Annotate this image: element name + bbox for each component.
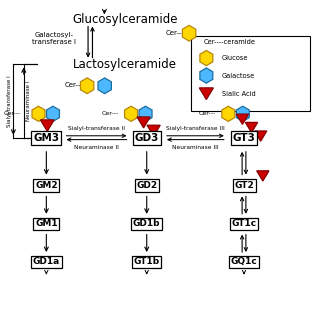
Text: Sialic Acid: Sialic Acid bbox=[222, 91, 256, 97]
Polygon shape bbox=[98, 78, 111, 94]
Text: GD1b: GD1b bbox=[133, 219, 161, 228]
Text: Galactose: Galactose bbox=[222, 73, 255, 79]
Text: GM3: GM3 bbox=[33, 133, 60, 143]
Text: Sialyl-transferase II: Sialyl-transferase II bbox=[68, 126, 125, 131]
Polygon shape bbox=[40, 120, 54, 131]
Polygon shape bbox=[236, 114, 249, 124]
Text: Cer----ceramide: Cer----ceramide bbox=[203, 39, 255, 45]
Text: Cer---: Cer--- bbox=[65, 82, 84, 88]
Text: Neuraminase II: Neuraminase II bbox=[74, 145, 119, 150]
Text: GT1c: GT1c bbox=[231, 219, 257, 228]
Polygon shape bbox=[46, 106, 60, 121]
Text: GT2: GT2 bbox=[234, 181, 254, 190]
Polygon shape bbox=[257, 171, 269, 181]
Text: Glucosylceramide: Glucosylceramide bbox=[72, 13, 178, 26]
Text: Sialyl-transferase III: Sialyl-transferase III bbox=[166, 126, 225, 131]
Polygon shape bbox=[200, 51, 213, 66]
Text: GT1b: GT1b bbox=[134, 258, 160, 267]
Polygon shape bbox=[245, 122, 258, 132]
Text: GM2: GM2 bbox=[35, 181, 58, 190]
Text: Neuraminase III: Neuraminase III bbox=[172, 145, 219, 150]
Polygon shape bbox=[137, 117, 150, 128]
Text: Cer---: Cer--- bbox=[4, 111, 21, 116]
Text: Neuraminase I: Neuraminase I bbox=[26, 81, 31, 121]
Polygon shape bbox=[182, 25, 196, 41]
Polygon shape bbox=[124, 106, 138, 121]
Text: Galactosyl-
transferase I: Galactosyl- transferase I bbox=[32, 32, 76, 45]
Text: GD2: GD2 bbox=[136, 181, 157, 190]
Text: GT3: GT3 bbox=[233, 133, 255, 143]
Text: Cer---: Cer--- bbox=[198, 111, 216, 116]
Text: GM1: GM1 bbox=[35, 219, 58, 228]
Text: Cer---: Cer--- bbox=[101, 111, 118, 116]
FancyBboxPatch shape bbox=[191, 36, 310, 111]
Polygon shape bbox=[236, 106, 249, 121]
Polygon shape bbox=[254, 131, 267, 141]
Text: GD3: GD3 bbox=[134, 133, 159, 143]
Polygon shape bbox=[222, 106, 235, 121]
Text: Glucose: Glucose bbox=[222, 55, 249, 61]
Polygon shape bbox=[200, 68, 213, 83]
Text: Sialyl-transferase I: Sialyl-transferase I bbox=[7, 75, 12, 127]
Polygon shape bbox=[147, 125, 160, 136]
Text: Cer---: Cer--- bbox=[165, 29, 184, 36]
Text: GD1a: GD1a bbox=[33, 258, 60, 267]
Text: Lactosylceramide: Lactosylceramide bbox=[73, 58, 177, 71]
Polygon shape bbox=[199, 88, 213, 100]
Polygon shape bbox=[32, 106, 45, 121]
Polygon shape bbox=[139, 106, 152, 121]
Text: GQ1c: GQ1c bbox=[231, 258, 257, 267]
Polygon shape bbox=[80, 78, 94, 94]
